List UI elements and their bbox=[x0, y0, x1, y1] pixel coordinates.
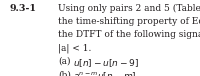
Text: $a^{n-m}u[n-m]$: $a^{n-m}u[n-m]$ bbox=[73, 70, 137, 76]
Text: the DTFT of the following signals, assuming: the DTFT of the following signals, assum… bbox=[58, 30, 200, 39]
Text: 9.3-1: 9.3-1 bbox=[9, 4, 36, 13]
Text: Using only pairs 2 and 5 (Table 9.1) and: Using only pairs 2 and 5 (Table 9.1) and bbox=[58, 4, 200, 13]
Text: $u[n] - u[n-9]$: $u[n] - u[n-9]$ bbox=[73, 57, 139, 69]
Text: the time-shifting property of Eq. (9.31), find: the time-shifting property of Eq. (9.31)… bbox=[58, 17, 200, 26]
Text: (b): (b) bbox=[58, 70, 71, 76]
Text: |a| < 1.: |a| < 1. bbox=[58, 44, 91, 53]
Text: (a): (a) bbox=[58, 57, 70, 66]
